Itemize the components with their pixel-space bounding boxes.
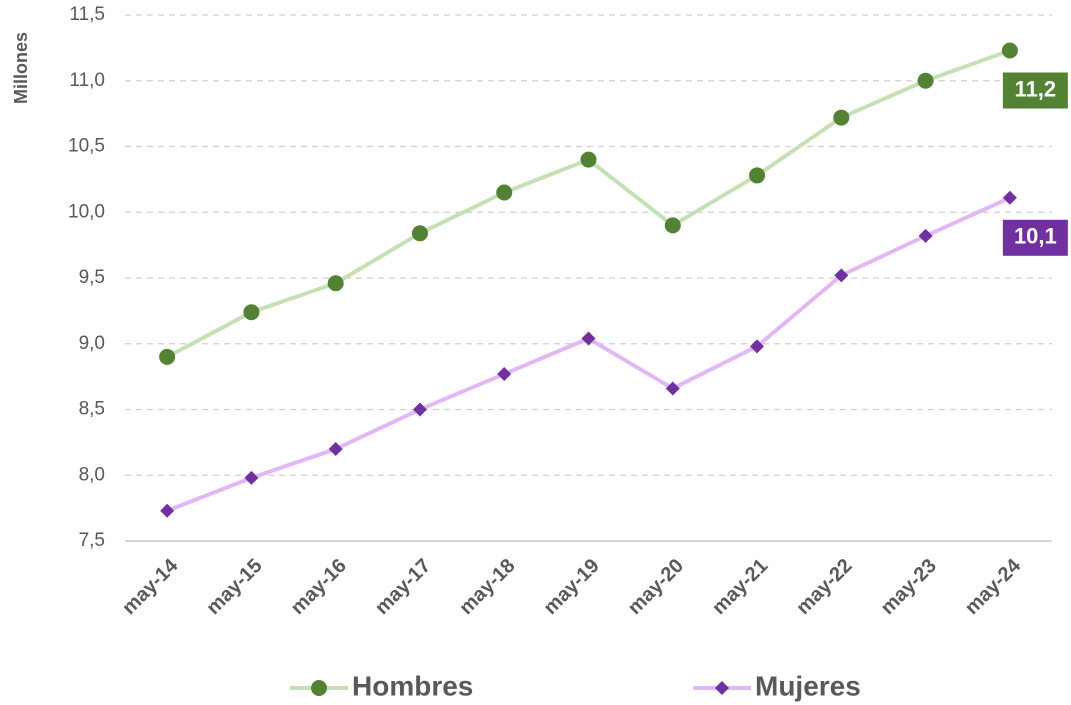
x-tick-label: may-14 — [118, 554, 183, 619]
marker — [664, 217, 681, 234]
marker — [160, 503, 175, 518]
y-tick-label: 9,0 — [79, 333, 105, 354]
y-tick-label: 8,0 — [79, 464, 105, 485]
marker — [834, 268, 849, 283]
marker — [497, 366, 512, 381]
y-tick-label: 11,5 — [69, 4, 105, 25]
x-tick-label: may-19 — [539, 555, 603, 619]
legend-label: Mujeres — [755, 670, 861, 701]
x-tick-label: may-21 — [708, 555, 772, 619]
value-label-box — [1002, 219, 1068, 256]
marker — [580, 151, 597, 168]
marker — [411, 225, 428, 242]
x-tick-label: may-23 — [877, 555, 941, 619]
marker — [749, 167, 766, 184]
series-line — [166, 195, 1011, 513]
marker — [496, 184, 513, 201]
y-tick-label: 9,5 — [79, 267, 105, 288]
x-tick-label: may-24 — [961, 554, 1026, 619]
y-tick-label: 7,5 — [79, 530, 105, 551]
marker — [750, 339, 765, 354]
y-tick-label: 10,5 — [68, 136, 105, 157]
y-tick-label: 11,0 — [69, 70, 105, 91]
x-tick-label: may-17 — [371, 555, 435, 619]
marker — [715, 681, 729, 695]
marker — [412, 402, 427, 417]
marker — [243, 304, 260, 321]
y-axis-label: Millones — [11, 32, 31, 104]
value-label: 11,2 — [1015, 76, 1057, 101]
x-tick-label: may-15 — [202, 555, 266, 619]
marker — [328, 441, 343, 456]
marker — [918, 228, 933, 243]
marker — [244, 470, 259, 485]
marker — [665, 381, 680, 396]
x-tick-label: may-20 — [624, 555, 688, 619]
x-tick-label: may-18 — [455, 555, 519, 619]
x-tick-label: may-16 — [287, 555, 351, 619]
legend-label: Hombres — [352, 670, 473, 701]
value-label-box — [1002, 72, 1068, 109]
marker — [159, 348, 176, 365]
marker — [311, 680, 327, 696]
y-tick-label: 8,5 — [79, 399, 105, 420]
series-line — [166, 48, 1011, 359]
marker — [833, 109, 850, 126]
x-tick-label: may-22 — [792, 555, 856, 619]
marker — [327, 275, 344, 292]
value-label: 10,1 — [1014, 224, 1057, 249]
marker — [1001, 42, 1018, 59]
marker — [581, 331, 596, 346]
y-tick-label: 10,0 — [68, 201, 105, 222]
marker — [1002, 190, 1017, 205]
marker — [917, 72, 934, 89]
